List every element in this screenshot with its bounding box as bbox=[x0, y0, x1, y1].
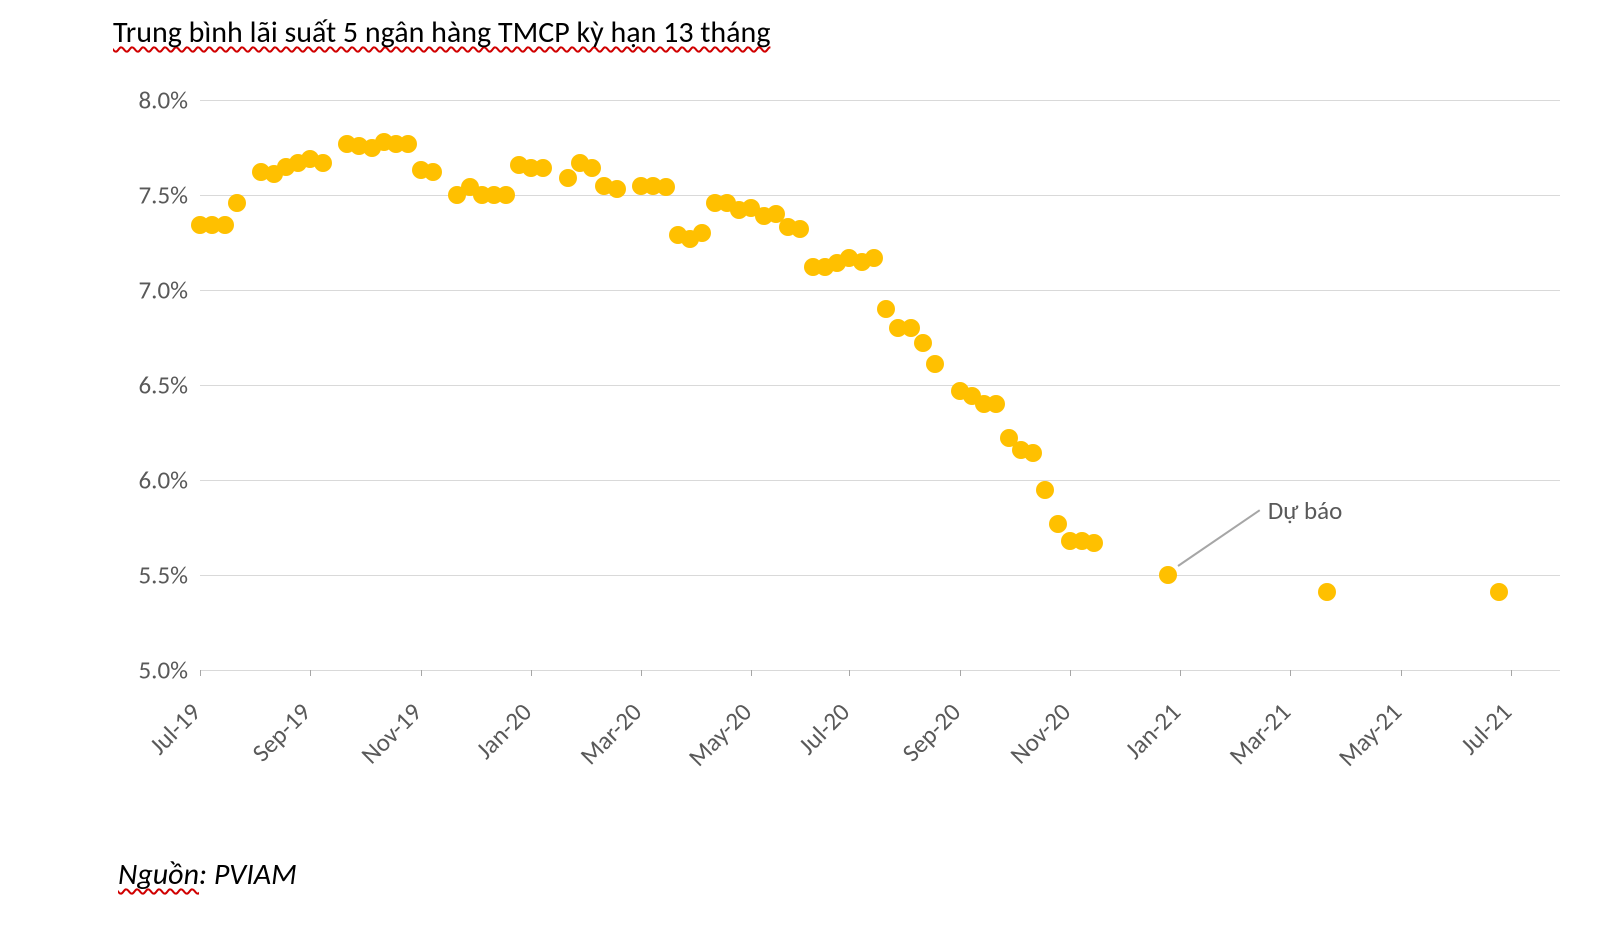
data-point bbox=[314, 154, 332, 172]
plot-area: 5.0%5.5%6.0%6.5%7.0%7.5%8.0%Jul-19Sep-19… bbox=[200, 100, 1560, 670]
gridline bbox=[200, 670, 1560, 671]
x-tick-mark bbox=[200, 670, 201, 676]
data-point bbox=[583, 159, 601, 177]
data-point bbox=[497, 186, 515, 204]
data-point bbox=[693, 224, 711, 242]
gridline bbox=[200, 195, 1560, 196]
gridline bbox=[200, 100, 1560, 101]
x-tick-mark bbox=[960, 670, 961, 676]
data-point bbox=[534, 159, 552, 177]
gridline bbox=[200, 385, 1560, 386]
x-tick-label: Sep-20 bbox=[945, 697, 967, 719]
x-tick-mark bbox=[531, 670, 532, 676]
y-tick-label: 5.0% bbox=[138, 655, 188, 686]
data-point bbox=[608, 180, 626, 198]
data-point bbox=[1490, 583, 1508, 601]
x-tick-label: Jul-21 bbox=[1496, 697, 1518, 719]
annotation-leader-line bbox=[1177, 509, 1260, 567]
x-tick-label: Mar-20 bbox=[626, 697, 648, 719]
gridline bbox=[200, 480, 1560, 481]
data-point bbox=[1049, 515, 1067, 533]
x-tick-label: Sep-19 bbox=[295, 697, 317, 719]
page: Trung bình lãi suất 5 ngân hàng TMCP kỳ … bbox=[0, 0, 1600, 925]
chart-source-name: PVIAM bbox=[214, 856, 297, 893]
x-tick-label: May-20 bbox=[736, 697, 758, 719]
gridline bbox=[200, 290, 1560, 291]
data-point bbox=[1036, 481, 1054, 499]
chart-source-prefix: Nguồn bbox=[118, 856, 199, 893]
chart-title: Trung bình lãi suất 5 ngân hàng TMCP kỳ … bbox=[113, 14, 770, 51]
data-point bbox=[1318, 583, 1336, 601]
data-point bbox=[1024, 444, 1042, 462]
y-tick-label: 8.0% bbox=[138, 85, 188, 116]
y-tick-label: 7.0% bbox=[138, 275, 188, 306]
x-tick-label: Nov-19 bbox=[406, 697, 428, 719]
data-point bbox=[1159, 566, 1177, 584]
y-tick-label: 7.5% bbox=[138, 180, 188, 211]
x-tick-mark bbox=[849, 670, 850, 676]
data-point bbox=[657, 178, 675, 196]
chart-source-colon: : bbox=[199, 856, 214, 893]
data-point bbox=[424, 163, 442, 181]
x-tick-label: May-21 bbox=[1386, 697, 1408, 719]
x-tick-mark bbox=[1070, 670, 1071, 676]
x-tick-mark bbox=[1290, 670, 1291, 676]
x-tick-mark bbox=[1180, 670, 1181, 676]
data-point bbox=[559, 169, 577, 187]
chart-source: Nguồn: PVIAM bbox=[118, 856, 297, 893]
data-point bbox=[399, 135, 417, 153]
data-point bbox=[791, 220, 809, 238]
x-tick-label: Nov-20 bbox=[1055, 697, 1077, 719]
x-tick-mark bbox=[1401, 670, 1402, 676]
data-point bbox=[902, 319, 920, 337]
data-point bbox=[216, 216, 234, 234]
x-tick-label: Mar-21 bbox=[1275, 697, 1297, 719]
x-tick-mark bbox=[421, 670, 422, 676]
x-tick-label: Jul-19 bbox=[185, 697, 207, 719]
x-tick-mark bbox=[310, 670, 311, 676]
x-tick-label: Jan-20 bbox=[516, 697, 538, 719]
x-tick-label: Jan-21 bbox=[1165, 697, 1187, 719]
y-tick-label: 6.0% bbox=[138, 465, 188, 496]
data-point bbox=[865, 249, 883, 267]
data-point bbox=[877, 300, 895, 318]
gridline bbox=[200, 575, 1560, 576]
y-tick-label: 6.5% bbox=[138, 370, 188, 401]
data-point bbox=[228, 194, 246, 212]
x-tick-mark bbox=[1511, 670, 1512, 676]
y-tick-label: 5.5% bbox=[138, 560, 188, 591]
data-point bbox=[987, 395, 1005, 413]
annotation-label: Dự báo bbox=[1268, 495, 1342, 526]
data-point bbox=[1085, 534, 1103, 552]
data-point bbox=[914, 334, 932, 352]
x-tick-mark bbox=[751, 670, 752, 676]
x-tick-mark bbox=[641, 670, 642, 676]
data-point bbox=[926, 355, 944, 373]
x-tick-label: Jul-20 bbox=[834, 697, 856, 719]
